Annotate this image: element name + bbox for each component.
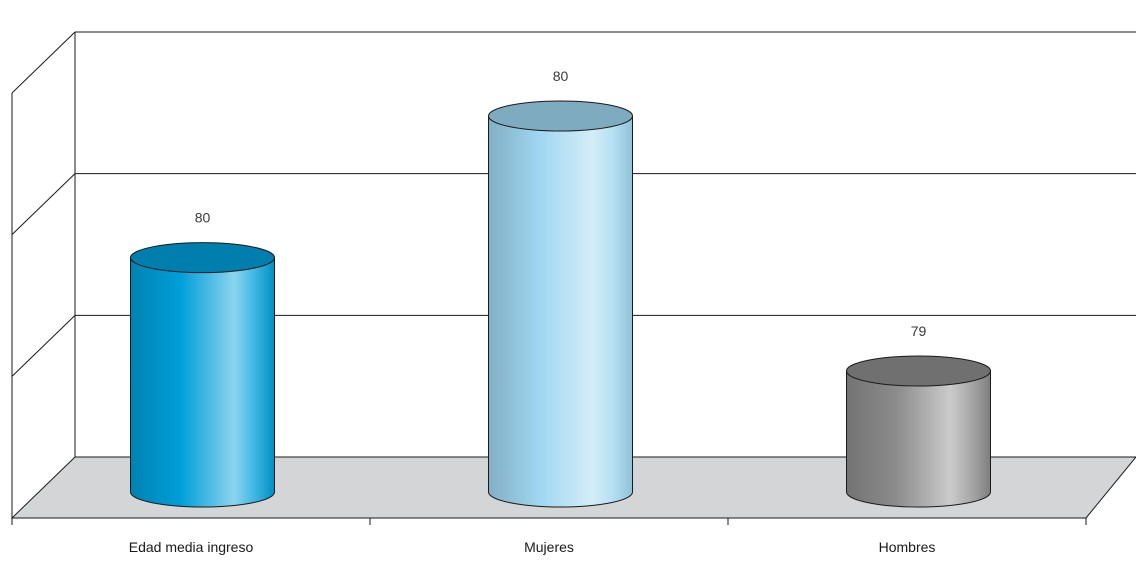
category-label: Mujeres — [524, 539, 574, 555]
bar — [488, 100, 633, 508]
side-gridline — [11, 314, 76, 377]
bar-top — [846, 355, 991, 387]
bar-group — [130, 100, 991, 508]
data-label: 80 — [195, 210, 211, 226]
bar-top — [130, 242, 275, 274]
side-gridline — [11, 173, 76, 236]
category-label: Hombres — [879, 539, 936, 555]
bar-body — [846, 370, 991, 508]
bar-body — [130, 257, 275, 508]
label-group: 80 Edad media ingreso 80 Mujeres 79 Hombres — [129, 68, 936, 555]
bar-body — [488, 115, 633, 508]
bar — [130, 242, 275, 508]
bar — [846, 355, 991, 508]
side-wall-top-line — [11, 31, 76, 94]
category-label: Edad media ingreso — [129, 539, 254, 555]
bar-top — [488, 100, 633, 132]
data-label: 80 — [553, 68, 569, 84]
data-label: 79 — [911, 323, 927, 339]
